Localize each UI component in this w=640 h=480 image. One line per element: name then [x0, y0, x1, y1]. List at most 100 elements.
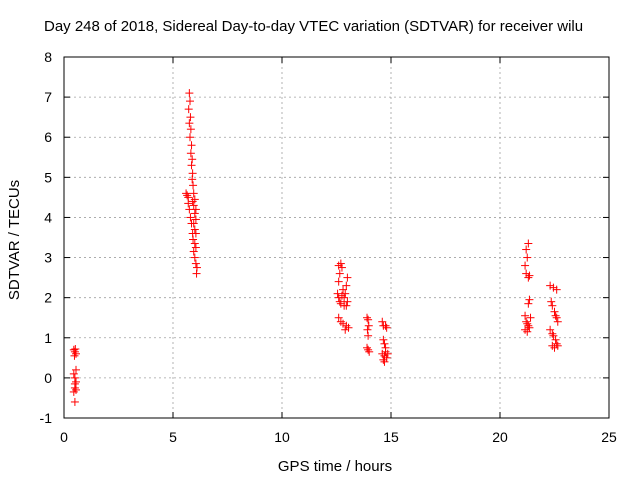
data-point	[186, 149, 195, 158]
data-point	[552, 339, 561, 348]
data-point	[186, 97, 195, 106]
grid	[64, 57, 609, 418]
data-point	[547, 297, 556, 306]
data-point	[333, 289, 342, 298]
x-axis-label: GPS time / hours	[278, 458, 392, 475]
data-point	[336, 259, 345, 268]
y-tick-label: 5	[44, 169, 52, 185]
x-tick-label: 10	[274, 429, 290, 445]
data-point	[339, 319, 348, 328]
data-point	[69, 369, 78, 378]
data-point	[363, 313, 372, 322]
data-point	[378, 317, 387, 326]
data-point	[553, 317, 562, 326]
data-point	[522, 269, 531, 278]
data-point	[187, 141, 196, 150]
data-point	[524, 273, 533, 282]
x-tick-label: 20	[492, 429, 508, 445]
data-point	[552, 313, 561, 322]
data-point	[548, 329, 557, 338]
data-point	[190, 239, 199, 248]
data-point	[524, 239, 533, 248]
data-point	[341, 289, 350, 298]
data-point	[336, 317, 345, 326]
data-point	[342, 281, 351, 290]
data-point	[521, 261, 530, 270]
data-point	[552, 285, 561, 294]
data-point	[364, 321, 373, 330]
data-point	[336, 299, 345, 308]
x-tick-label: 5	[169, 429, 177, 445]
x-tick-label: 15	[383, 429, 399, 445]
data-point	[382, 353, 391, 362]
data-point	[381, 321, 390, 330]
data-point	[339, 285, 348, 294]
y-tick-label: 8	[44, 49, 52, 65]
data-point	[549, 283, 558, 292]
data-point	[186, 125, 195, 134]
data-point	[524, 299, 533, 308]
data-point	[546, 325, 555, 334]
x-tick-label: 25	[601, 429, 617, 445]
data-point	[525, 323, 534, 332]
data-point	[380, 357, 389, 366]
data-point	[71, 385, 80, 394]
data-point	[341, 325, 350, 334]
data-point	[189, 235, 198, 244]
data-point	[549, 331, 558, 340]
data-point	[69, 345, 78, 354]
data-point	[185, 119, 194, 128]
data-point	[525, 271, 534, 280]
data-point	[187, 161, 196, 170]
data-point	[335, 297, 344, 306]
data-point	[190, 225, 199, 234]
data-point	[364, 345, 373, 354]
y-tick-label: 6	[44, 129, 52, 145]
data-point	[189, 219, 198, 228]
data-point	[340, 301, 349, 310]
data-point	[343, 297, 352, 306]
data-point	[191, 229, 200, 238]
data-point	[188, 155, 197, 164]
data-point	[186, 113, 195, 122]
axis-ticks: 0 5 10 15 20 25 -1 0 1 2 3 4 5 6 7 8	[40, 49, 617, 445]
data-point	[189, 247, 198, 256]
data-point	[186, 133, 195, 142]
data-point	[551, 311, 560, 320]
data-point	[191, 259, 200, 268]
data-point	[334, 277, 343, 286]
data-point	[192, 269, 201, 278]
y-tick-label: 7	[44, 89, 52, 105]
data-point	[71, 365, 80, 374]
data-point	[344, 323, 353, 332]
data-point	[71, 345, 80, 354]
data-point	[379, 335, 388, 344]
data-point	[334, 313, 343, 322]
data-point	[184, 105, 193, 114]
data-point	[70, 379, 79, 388]
data-point	[71, 377, 80, 386]
y-tick-label: 1	[44, 330, 52, 346]
data-point	[337, 291, 346, 300]
chart-title: Day 248 of 2018, Sidereal Day-to-day VTE…	[44, 18, 583, 35]
x-tick-label: 0	[60, 429, 68, 445]
data-point	[186, 213, 195, 222]
data-point	[189, 189, 198, 198]
data-point	[182, 189, 191, 198]
data-point	[522, 245, 531, 254]
data-point	[185, 205, 194, 214]
data-point	[523, 327, 532, 336]
data-point	[70, 351, 79, 360]
data-point	[365, 347, 374, 356]
data-point	[523, 253, 532, 262]
data-point	[191, 243, 200, 252]
data-point	[521, 311, 530, 320]
data-point	[383, 349, 392, 358]
data-point	[190, 209, 199, 218]
data-point	[188, 197, 197, 206]
data-point	[546, 281, 555, 290]
data-point	[337, 263, 346, 272]
data-point	[522, 317, 531, 326]
data-point	[548, 341, 557, 350]
